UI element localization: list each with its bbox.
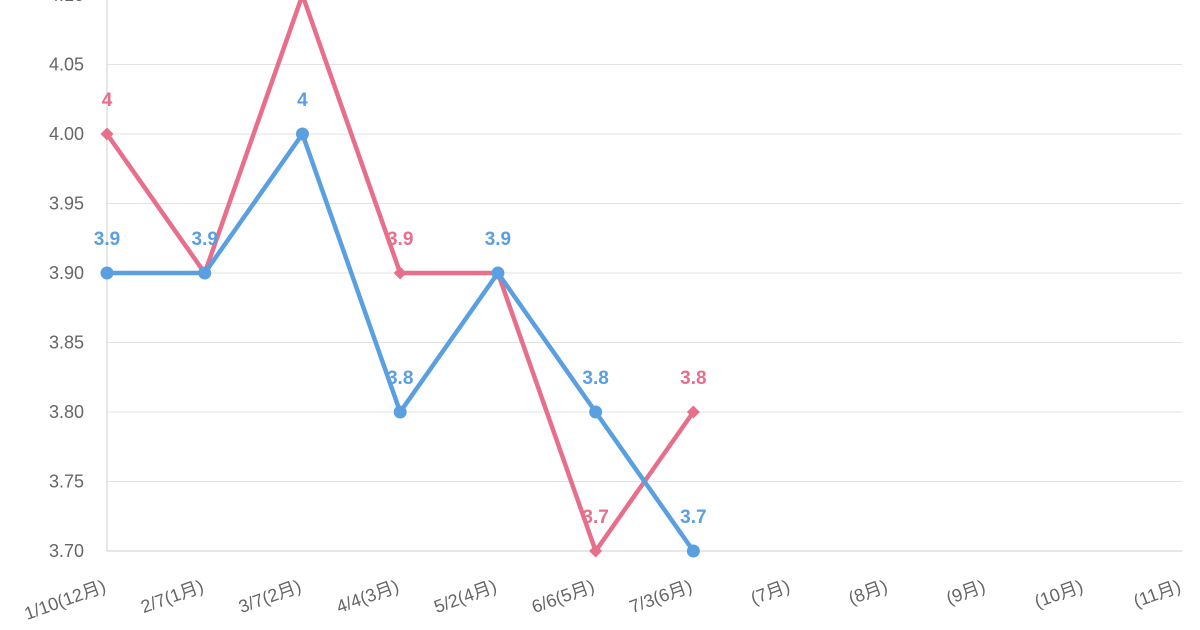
y-tick-label: 4.05 [49,55,84,75]
data-label: 4 [297,90,308,111]
series-1-point [198,266,212,280]
y-tick-label: 3.95 [49,194,84,214]
series-0-point [393,266,407,280]
series-1-point [393,405,407,419]
y-tick-label: 3.85 [49,333,84,353]
x-tick-label: 6/6(5月) [529,576,597,617]
x-tick-label: 5/2(4月) [431,576,499,617]
data-label: 3.9 [94,229,120,250]
data-label: 3.9 [485,229,511,250]
data-label: 3.8 [387,368,413,389]
x-tick-label: (10月) [1032,576,1086,612]
data-label: 3.8 [582,368,608,389]
x-tick-label: (7月) [748,576,792,608]
series-0-point [589,544,603,558]
data-label: 3.8 [680,368,706,389]
x-tick-label: (9月) [943,576,987,608]
y-tick-label: 3.75 [49,472,84,492]
data-label: 3.9 [387,229,413,250]
data-label: 3.7 [680,507,706,528]
x-tick-label: (8月) [846,576,890,608]
x-tick-label: (11月) [1131,576,1184,611]
series-1-point [589,405,603,419]
y-tick-label: 3.70 [49,541,84,561]
series-1-point [100,266,114,280]
series-0-point [100,127,114,141]
y-tick-label: 4.00 [49,124,84,144]
x-tick-label: 3/7(2月) [236,576,304,617]
y-tick-label: 3.90 [49,263,84,283]
y-tick-label: 4.10 [49,0,84,5]
x-tick-label: 1/10(12月) [22,576,109,624]
y-tick-label: 3.80 [49,402,84,422]
series-1-point [686,544,700,558]
data-label: 3.9 [192,229,218,250]
data-label: 3.7 [582,507,608,528]
data-label: 4 [102,90,113,111]
x-tick-label: 7/3(6月) [627,576,695,617]
series-1-point [295,127,309,141]
series-0-point [300,0,304,2]
x-tick-label: 2/7(1月) [138,576,206,617]
x-tick-label: 4/4(3月) [334,576,402,617]
series-1-point [491,266,505,280]
series-0-point [686,405,700,419]
